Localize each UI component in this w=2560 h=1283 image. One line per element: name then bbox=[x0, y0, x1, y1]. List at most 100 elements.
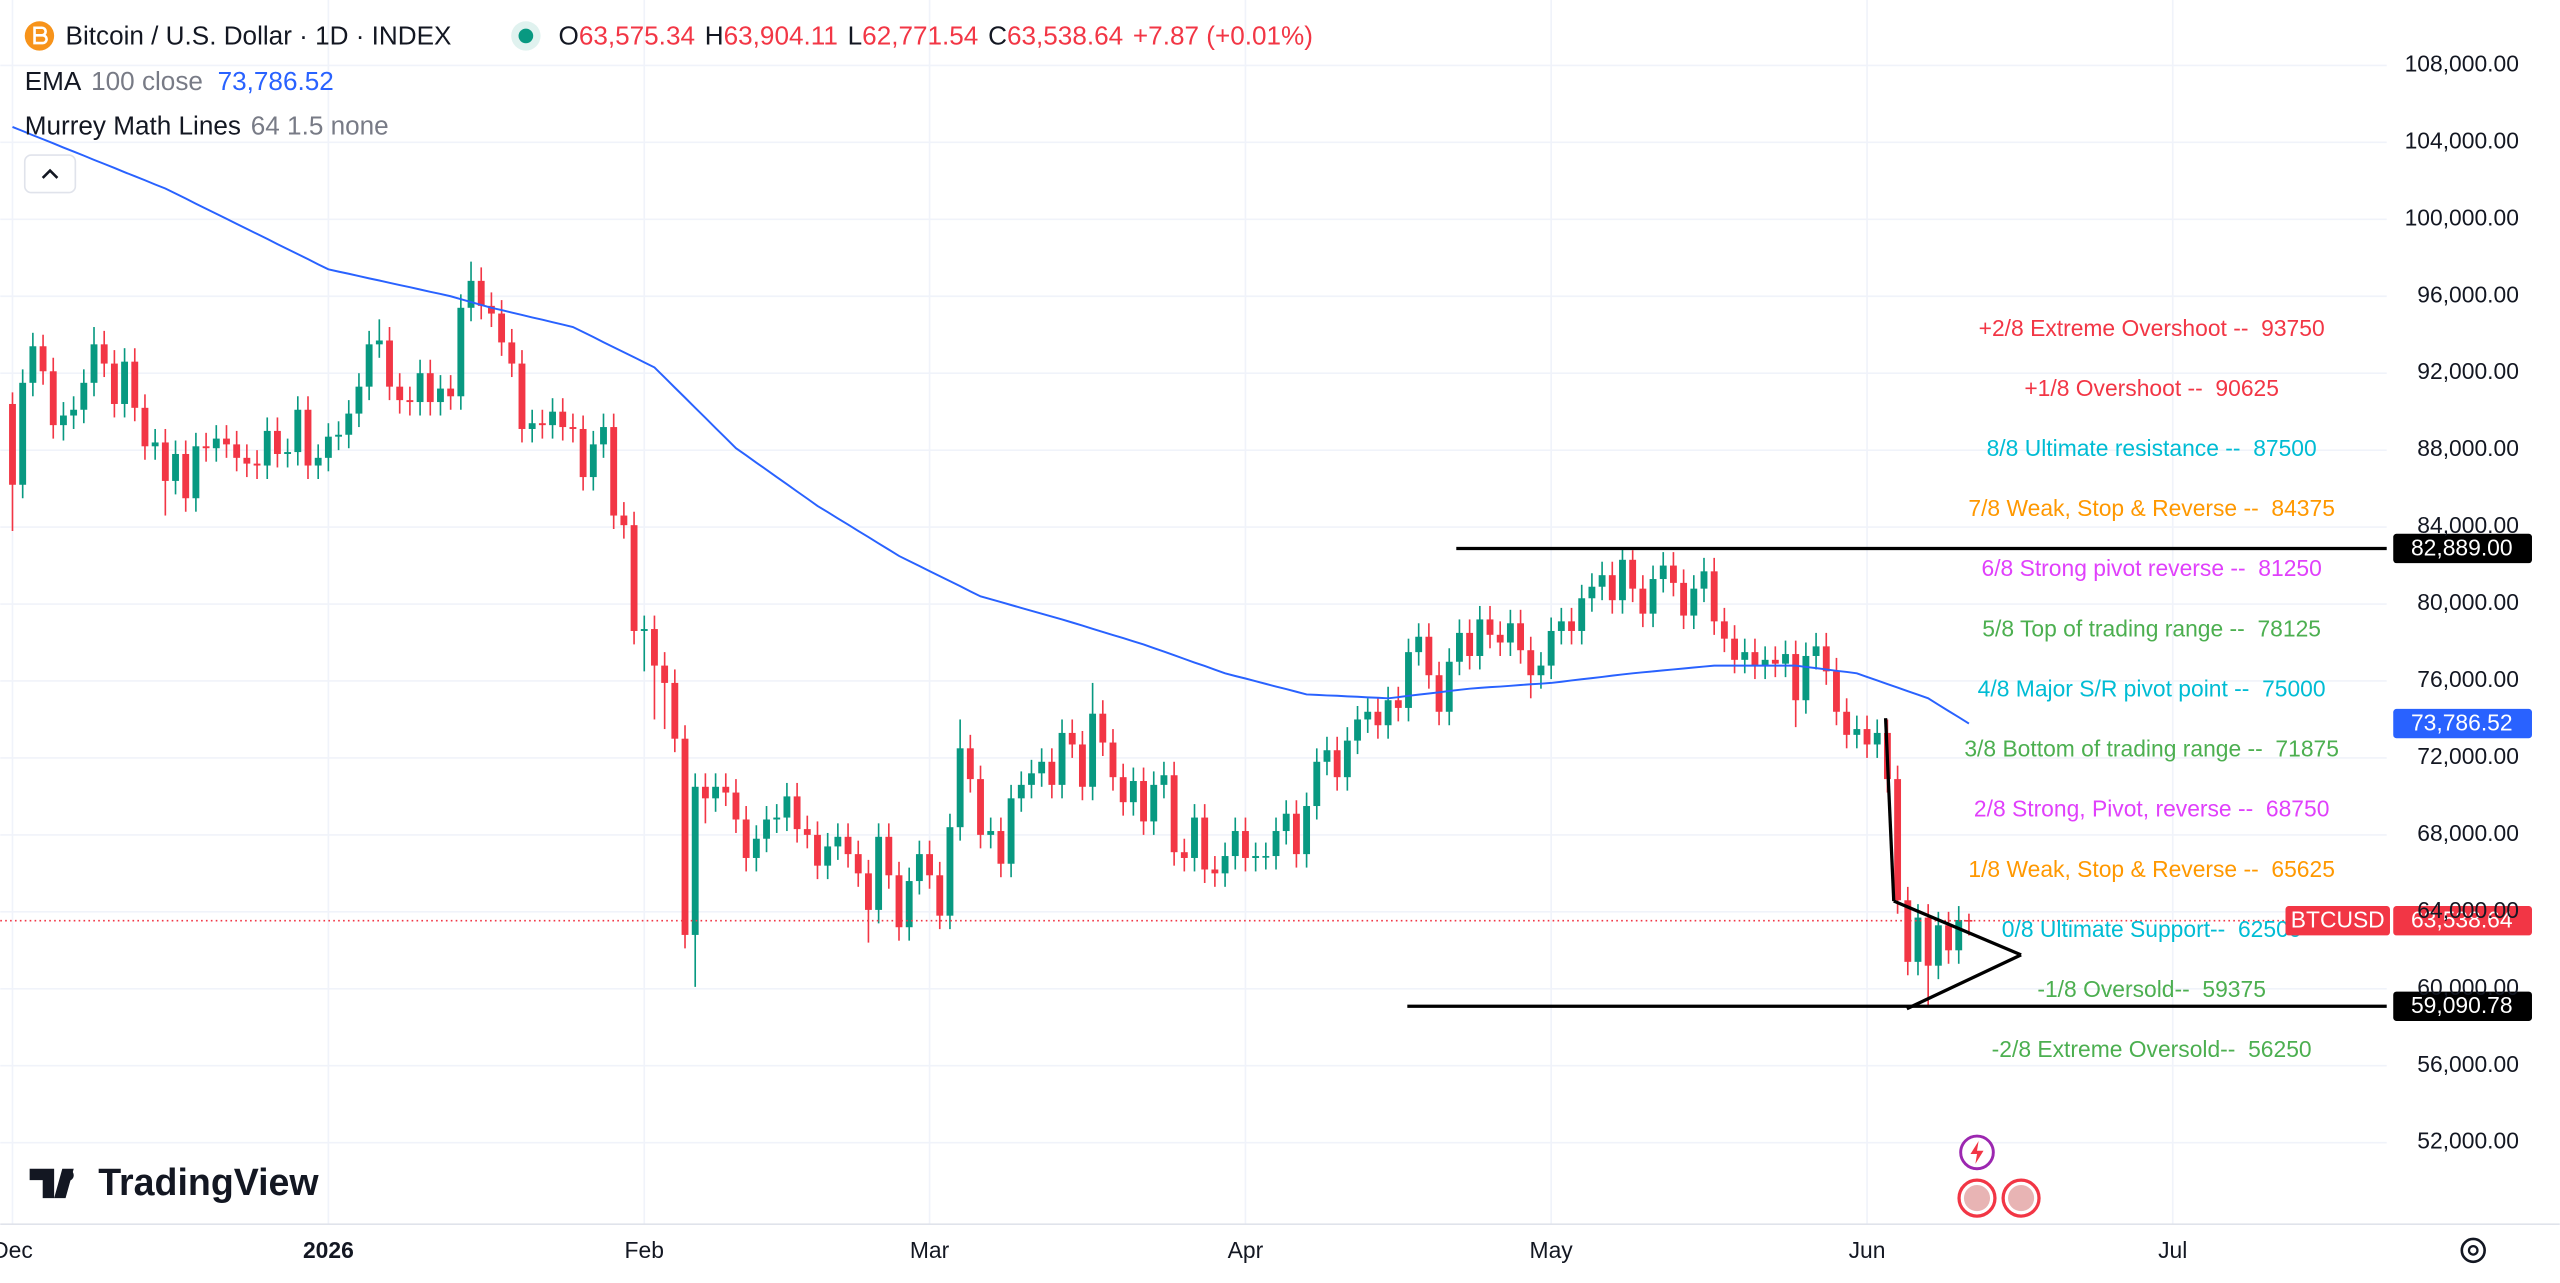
candle-body bbox=[365, 344, 373, 387]
candle-body bbox=[335, 434, 342, 437]
collapse-button[interactable] bbox=[23, 154, 77, 194]
candle-body bbox=[1924, 917, 1932, 966]
candle-body bbox=[1568, 621, 1575, 631]
candle-body bbox=[1028, 773, 1035, 785]
candle-body bbox=[1782, 654, 1789, 664]
candle-body bbox=[1904, 900, 1912, 962]
candle-body bbox=[508, 342, 516, 364]
murrey-label: 4/8 Major S/R pivot point -- 75000 bbox=[1978, 675, 2326, 701]
candle-body bbox=[915, 854, 923, 882]
ohlc-key: C bbox=[988, 20, 1007, 50]
ohlc-key: H bbox=[705, 20, 724, 50]
candle-body bbox=[1191, 817, 1198, 858]
candle-body bbox=[9, 403, 16, 485]
candle-body bbox=[1812, 646, 1820, 656]
settings-icon-center[interactable] bbox=[2467, 1244, 2479, 1256]
candle-body bbox=[284, 452, 292, 454]
flag-icon-fill[interactable] bbox=[1963, 1185, 1991, 1212]
x-tick-label: May bbox=[1530, 1237, 1574, 1263]
candle-body bbox=[1873, 732, 1881, 745]
y-tick-label: 92,000.00 bbox=[2417, 358, 2519, 384]
candle-body bbox=[651, 629, 658, 666]
candle-body bbox=[90, 344, 98, 383]
candle-body bbox=[1914, 917, 1922, 962]
candle-body bbox=[783, 796, 791, 818]
y-tick-label: 76,000.00 bbox=[2417, 666, 2519, 692]
collapse-chevron[interactable] bbox=[41, 168, 59, 179]
candle-body bbox=[956, 748, 964, 828]
candle-body bbox=[1486, 619, 1494, 635]
flag-icon-fill[interactable] bbox=[2008, 1185, 2035, 1212]
candle-body bbox=[1221, 856, 1229, 874]
candle-body bbox=[1588, 586, 1596, 599]
murrey-label: 0/8 Ultimate Support-- 62500 bbox=[2002, 916, 2302, 942]
candle-body bbox=[1578, 598, 1586, 631]
x-tick-label: Mar bbox=[910, 1237, 950, 1263]
candle-body bbox=[1150, 784, 1158, 822]
candle-body bbox=[773, 817, 781, 820]
candle-body bbox=[681, 738, 689, 935]
x-tick-label: Apr bbox=[1228, 1237, 1264, 1263]
candle-body bbox=[467, 280, 475, 308]
candle-body bbox=[1313, 761, 1321, 807]
candle-body bbox=[1771, 659, 1779, 664]
candle-body bbox=[579, 428, 587, 478]
candle-body bbox=[182, 453, 190, 499]
murrey-label: -2/8 Extreme Oversold-- 56250 bbox=[1992, 1036, 2312, 1062]
event-icon-glyph[interactable] bbox=[1970, 1140, 1984, 1164]
ema-badge-box bbox=[2393, 708, 2532, 739]
settings-icon[interactable] bbox=[2460, 1237, 2486, 1264]
event-icons[interactable] bbox=[1957, 1134, 2041, 1218]
candle-body bbox=[701, 786, 709, 799]
candle-body bbox=[1955, 919, 1963, 951]
y-tick-label: 64,000.00 bbox=[2417, 897, 2519, 923]
candle-body bbox=[1374, 711, 1382, 726]
logo-icon-dot bbox=[62, 1169, 74, 1181]
candle-body bbox=[1384, 700, 1392, 726]
candle-body bbox=[559, 411, 567, 428]
candle-body bbox=[1669, 565, 1677, 583]
candle-body bbox=[1822, 646, 1830, 672]
candle-body bbox=[1649, 579, 1657, 614]
candle-body bbox=[396, 386, 404, 401]
candle-body bbox=[1272, 831, 1280, 857]
x-tick-label: Jun bbox=[1849, 1237, 1886, 1263]
murrey-label: 5/8 Top of trading range -- 78125 bbox=[1982, 615, 2321, 641]
drawing-line bbox=[1883, 718, 1896, 902]
candle-body bbox=[19, 382, 27, 485]
candle-body bbox=[854, 854, 862, 874]
candle-body bbox=[977, 779, 984, 835]
candle-body bbox=[477, 280, 485, 306]
murrey-name: Murrey Math Lines bbox=[25, 110, 241, 140]
candle-body bbox=[1537, 665, 1545, 676]
candle-body bbox=[1476, 619, 1484, 656]
candle-body bbox=[1017, 784, 1025, 799]
candle-body bbox=[70, 409, 78, 416]
logo-text: TradingView bbox=[98, 1161, 319, 1203]
candle-body bbox=[1262, 856, 1270, 858]
candle-body bbox=[661, 665, 669, 683]
candle-body bbox=[610, 427, 618, 516]
candle-body bbox=[1333, 750, 1341, 778]
candle-body bbox=[1078, 744, 1086, 787]
candle-body bbox=[1140, 781, 1147, 822]
candle-body bbox=[314, 457, 322, 466]
candle-body bbox=[1833, 671, 1840, 712]
candle-body bbox=[49, 371, 57, 426]
collapse-button-box[interactable] bbox=[23, 154, 77, 194]
candle-body bbox=[121, 361, 129, 404]
candle-body bbox=[1527, 650, 1535, 676]
candle-body bbox=[1863, 729, 1871, 745]
candle-body bbox=[1394, 700, 1402, 708]
y-tick-label: 88,000.00 bbox=[2417, 435, 2519, 461]
settings-button[interactable] bbox=[2460, 1237, 2486, 1264]
candle-body bbox=[355, 386, 363, 414]
candle-body bbox=[987, 831, 995, 835]
badges: 82,889.00 59,090.78 73,786.52 63,538.64 BTCU… bbox=[2285, 533, 2532, 1021]
drawing-line bbox=[1906, 953, 2022, 1011]
symbol-badge-box bbox=[2285, 906, 2390, 936]
status-dot bbox=[518, 28, 534, 44]
candle-body bbox=[752, 838, 760, 858]
murrey-label: 6/8 Strong pivot reverse -- 81250 bbox=[1982, 555, 2322, 581]
